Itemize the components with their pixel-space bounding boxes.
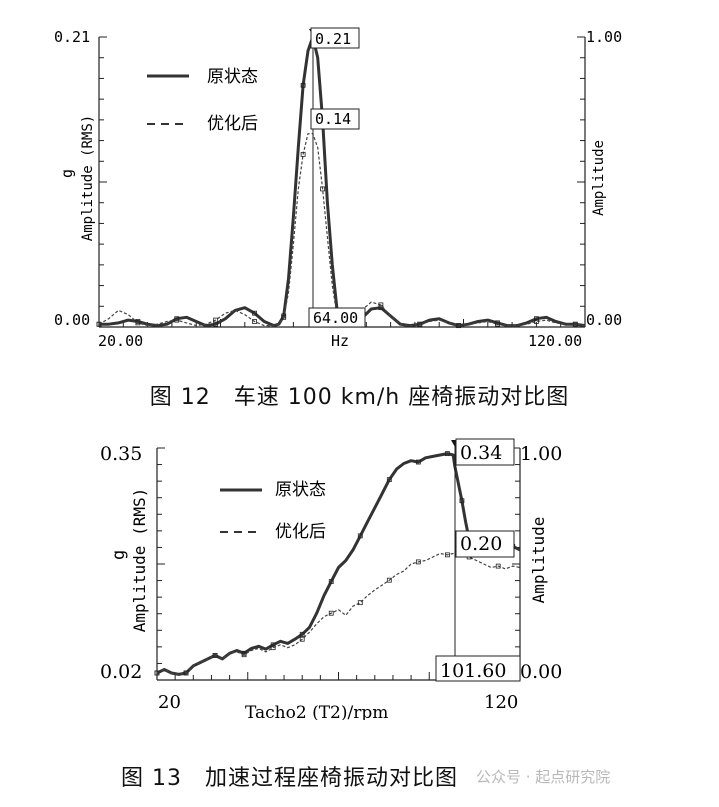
data-point-original [415, 459, 421, 465]
data-point-optimized [495, 321, 500, 327]
cursor-label-box-3 [435, 655, 521, 682]
chart-12-y-tick-max: 0.21 [54, 28, 90, 46]
chart-12-x-axis-label: Hz [331, 332, 349, 350]
data-point-optimized [241, 652, 247, 658]
chart-13-y-tick-min: 0.02 [100, 661, 142, 683]
chart-12-y2-axis-label: Amplitude [591, 140, 607, 216]
data-point-optimized [252, 319, 257, 324]
data-point-optimized [328, 610, 334, 616]
chart-13-axes [156, 447, 521, 681]
chart-12-y2-tick-max: 1.00 [586, 28, 622, 46]
data-point-optimized [456, 323, 462, 329]
data-point-optimized [270, 645, 276, 651]
data-point-original [328, 579, 334, 584]
chart-12-x-tick-max: 120.00 [528, 332, 582, 350]
chart-13-y-tick-max: 0.35 [100, 443, 142, 465]
data-point-optimized [174, 317, 180, 323]
data-point-original [270, 642, 276, 648]
chart-13-cursor-x-label: 101.60 [440, 660, 506, 682]
data-point-optimized [281, 314, 287, 320]
data-point-optimized [357, 600, 363, 606]
data-point-optimized [572, 321, 578, 327]
chart-12-cursor-x-label: 64.00 [313, 309, 358, 327]
series-optimized [98, 133, 586, 327]
chart-13-y-unit: g [109, 550, 129, 560]
chart-13-legend-original: 原状态 [275, 480, 326, 500]
chart-12: 0.21 0.00 1.00 0.00 20.00 120.00 Hz g Amplitude … [54, 27, 622, 350]
data-point-optimized [417, 321, 423, 327]
data-point-original [386, 477, 392, 483]
data-point-original [357, 533, 363, 539]
cursor-label-box-1 [455, 438, 515, 466]
data-point-optimized [213, 317, 219, 323]
chart-12-x-tick-min: 20.00 [98, 332, 143, 350]
watermark: 公众号 · 起点研究院 [476, 768, 611, 786]
chart-13-x-tick-max: 120 [484, 692, 518, 713]
series-original [99, 35, 586, 328]
data-point-optimized [300, 151, 306, 157]
chart-12-axes [98, 36, 586, 328]
chart-12-y-tick-min: 0.00 [54, 311, 90, 329]
data-point-original [534, 316, 539, 322]
chart-12-marks [147, 27, 366, 328]
data-point-optimized [444, 552, 450, 558]
chart-12-cursor-value-1: 0.21 [315, 30, 351, 48]
data-point-original [444, 451, 450, 457]
chart-13-y2-axis-label: Amplitude [529, 517, 548, 604]
chart-13-x-tick-min: 20 [158, 692, 181, 713]
chart-12-caption: 图 12 车速 100 km/h 座椅振动对比图 [149, 385, 570, 410]
data-point-optimized [135, 320, 141, 326]
chart-13-cursor-value-2: 0.20 [460, 533, 502, 555]
data-point-optimized [154, 670, 160, 676]
data-point-original [252, 310, 257, 316]
chart-13-marks [220, 438, 521, 682]
chart-12-legend-optimized: 优化后 [207, 114, 258, 134]
chart-13-x-axis-label: Tacho2 (T2)/rpm [245, 703, 388, 720]
chart-12-y-unit: g [58, 169, 76, 178]
data-point-original [300, 82, 306, 88]
chart-12-y-axis-label: Amplitude (RMS) [80, 115, 96, 241]
data-point-original [459, 498, 465, 504]
data-point-optimized [386, 577, 392, 583]
chart-13-y2-tick-min: 0.00 [520, 661, 562, 683]
cursor-label-box-1 [310, 27, 360, 49]
data-point-original [299, 631, 305, 637]
data-point-optimized [415, 559, 421, 565]
chart-13-series [154, 451, 521, 676]
data-point-optimized [495, 563, 501, 569]
cursor-label-box-2 [310, 108, 360, 130]
data-point-optimized [96, 321, 102, 327]
data-point-optimized [299, 636, 305, 642]
data-point-optimized [534, 319, 539, 324]
data-point-optimized [183, 670, 189, 676]
chart-13-caption: 图 13 加速过程座椅振动对比图 [121, 766, 458, 791]
series-original [156, 452, 521, 676]
chart-12-series [96, 35, 586, 329]
chart-12-cursor-value-2: 0.14 [315, 110, 351, 128]
chart-12-y2-tick-min: 0.00 [586, 311, 622, 329]
data-point-optimized [320, 186, 325, 192]
chart-13-y2-tick-max: 1.00 [520, 443, 562, 465]
chart-13-legend-optimized: 优化后 [275, 522, 326, 542]
data-point-optimized [212, 652, 218, 658]
chart-12-legend-original: 原状态 [207, 67, 258, 87]
chart-13-y-axis-label: Amplitude (RMS) [130, 488, 149, 633]
cursor-label-box-2 [455, 530, 515, 558]
cursor-label-box-3 [308, 307, 366, 328]
chart-13-cursor-value-1: 0.34 [460, 442, 502, 464]
data-point-optimized [378, 302, 384, 308]
